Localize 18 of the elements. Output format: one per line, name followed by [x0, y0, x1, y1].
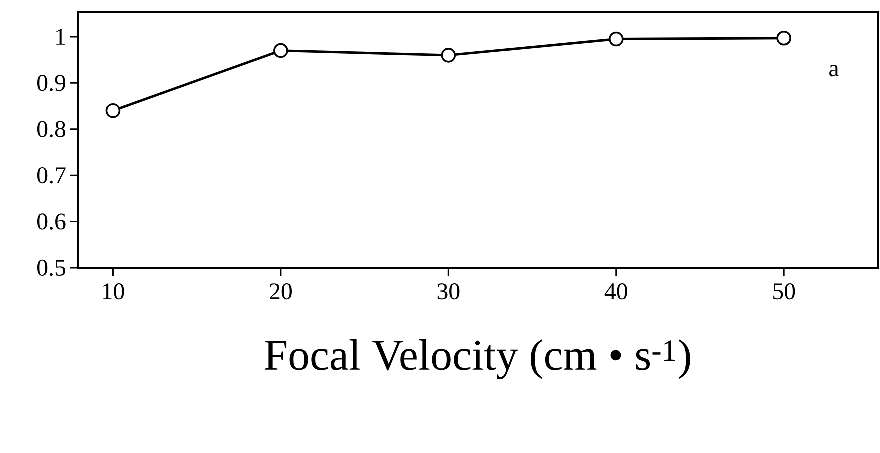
y-tick-label: 1 [56, 29, 66, 45]
point [608, 32, 624, 47]
x-axis-title: Focal Velocity (cm • s$^{-1}$) [265, 340, 690, 380]
x-tick-label: 10 [103, 284, 124, 300]
y-tick-label: 0.6 [37, 214, 66, 230]
y-tick-label: 0.9 [37, 75, 66, 92]
annotation: a [830, 65, 839, 77]
point [441, 48, 456, 63]
x-tick-label: 40 [604, 284, 628, 300]
y-tick-label: 0.7 [37, 167, 66, 184]
point [274, 43, 288, 58]
x-tick-label: 20 [270, 284, 292, 300]
x-tick-label: 50 [774, 284, 796, 300]
point [776, 30, 792, 46]
x-tick-label: 30 [438, 284, 460, 300]
point [106, 103, 121, 118]
y-tick-label: 0.8 [37, 121, 66, 138]
y-tick-label: 0.5 [37, 260, 66, 276]
